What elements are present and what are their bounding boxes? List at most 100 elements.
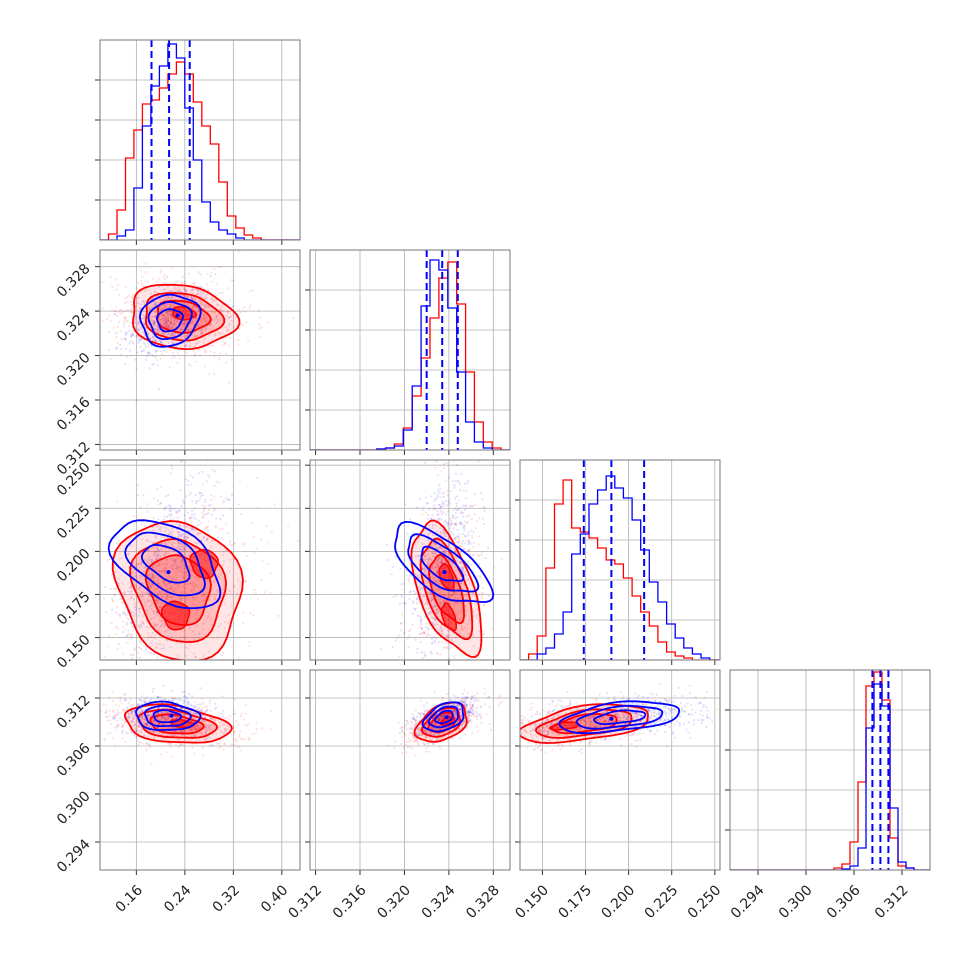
scatter-point [166, 326, 169, 329]
scatter-point [155, 646, 158, 649]
scatter-point [147, 583, 150, 586]
scatter-point [233, 585, 236, 589]
scatter-point [420, 651, 423, 654]
scatter-point [461, 569, 464, 572]
scatter-point [482, 505, 485, 508]
scatter-point [440, 517, 443, 521]
scatter-point [167, 699, 170, 702]
scatter-point [458, 632, 461, 636]
scatter-point [169, 505, 172, 508]
scatter-point [442, 520, 445, 524]
scatter-point [139, 607, 142, 610]
scatter-point [221, 331, 224, 334]
scatter-point [184, 288, 187, 291]
scatter-point [443, 551, 446, 554]
scatter-point [139, 593, 142, 596]
scatter-point [119, 309, 122, 312]
scatter-point [432, 617, 435, 620]
scatter-point [214, 273, 217, 276]
scatter-point [212, 311, 215, 314]
scatter-point [103, 738, 106, 741]
scatter-point [140, 280, 143, 283]
scatter-point [121, 582, 124, 585]
scatter-point [130, 585, 133, 588]
scatter-point [163, 306, 166, 309]
scatter-point [134, 723, 137, 726]
scatter-point [437, 561, 440, 564]
scatter-point [202, 654, 205, 658]
scatter-point [419, 588, 422, 591]
scatter-point [472, 615, 475, 618]
scatter-point [154, 339, 157, 342]
scatter-point [155, 557, 158, 560]
scatter-point [468, 548, 471, 551]
scatter-point [435, 460, 438, 463]
scatter-point [212, 629, 215, 632]
scatter-point [168, 742, 171, 745]
scatter-point [187, 647, 190, 650]
scatter-point [199, 333, 202, 336]
scatter-point [130, 300, 133, 303]
scatter-point [211, 300, 214, 303]
scatter-point [201, 482, 205, 485]
scatter-point [483, 509, 486, 512]
scatter-point [157, 592, 160, 596]
scatter-point [431, 597, 434, 600]
scatter-point [424, 496, 427, 499]
scatter-point [159, 718, 162, 722]
histogram-step-blue [520, 475, 720, 660]
scatter-point [182, 288, 186, 291]
scatter-point [205, 729, 208, 732]
scatter-point [442, 495, 445, 498]
scatter-point [422, 557, 425, 560]
scatter-point [429, 650, 433, 654]
scatter-point [434, 609, 437, 612]
scatter-point [425, 569, 429, 572]
scatter-point [145, 646, 148, 649]
scatter-point [280, 592, 283, 595]
scatter-point [121, 732, 124, 735]
scatter-point [111, 308, 114, 311]
scatter-point [152, 355, 155, 358]
scatter-point [138, 607, 141, 611]
scatter-point [130, 334, 133, 337]
scatter-point [169, 513, 172, 516]
contour-blue [138, 293, 202, 348]
scatter-point [133, 734, 136, 737]
scatter-point [166, 588, 169, 591]
scatter-point [219, 495, 223, 498]
scatter-point [260, 578, 263, 582]
scatter-point [179, 595, 182, 598]
scatter-point [190, 297, 193, 300]
scatter-point [134, 314, 137, 317]
scatter-point [137, 282, 140, 285]
scatter-point [152, 323, 155, 326]
scatter-point [143, 289, 146, 292]
scatter-point [144, 604, 147, 607]
scatter-point [162, 684, 165, 687]
scatter-point [189, 728, 192, 731]
scatter-point [166, 576, 169, 579]
scatter-point [439, 511, 442, 514]
scatter-point [467, 479, 470, 482]
scatter-point [168, 303, 172, 306]
scatter-point [462, 566, 465, 569]
scatter-point [147, 700, 150, 703]
scatter-point [181, 585, 184, 588]
scatter-point [181, 533, 185, 536]
scatter-point [232, 279, 235, 282]
scatter-point [171, 579, 174, 582]
scatter-point [457, 481, 460, 484]
scatter-point [127, 618, 130, 621]
scatter-point [461, 627, 464, 631]
scatter-point [201, 493, 204, 497]
scatter-point [154, 339, 157, 342]
scatter-point [126, 309, 129, 312]
scatter-point [165, 323, 168, 327]
scatter-point [447, 629, 450, 633]
scatter-point [105, 709, 108, 713]
scatter-point [447, 522, 450, 525]
scatter-point [104, 711, 107, 714]
scatter-point [207, 306, 210, 309]
scatter-point [129, 609, 132, 612]
